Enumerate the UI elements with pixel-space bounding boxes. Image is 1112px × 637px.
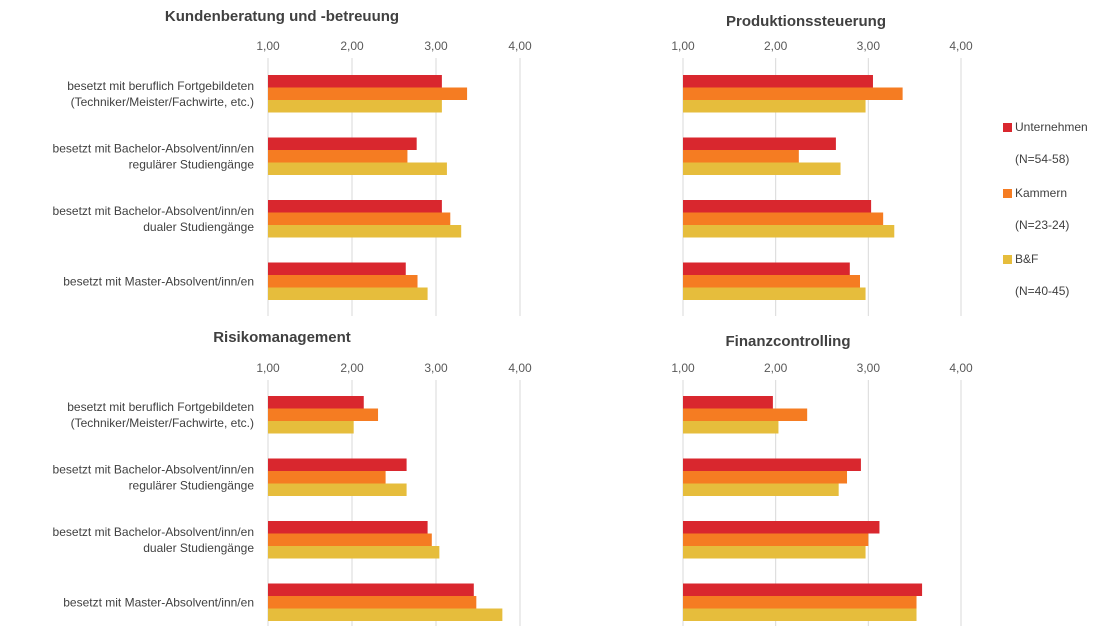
bar-kammern bbox=[268, 87, 468, 100]
legend-swatch bbox=[1003, 255, 1012, 264]
bar-unternehmen bbox=[683, 200, 872, 213]
bar-unternehmen bbox=[683, 262, 850, 275]
category-label: besetzt mit beruflich Fortgebildeten bbox=[67, 79, 254, 93]
bar-kammern bbox=[268, 150, 408, 163]
bar-kammern bbox=[268, 212, 451, 225]
bar-kammern bbox=[268, 533, 432, 546]
x-tick-label: 3,00 bbox=[857, 361, 881, 375]
category-label: besetzt mit beruflich Fortgebildeten bbox=[67, 400, 254, 414]
category-label: besetzt mit Bachelor-Absolvent/inn/en bbox=[53, 462, 254, 476]
category-label: besetzt mit Bachelor-Absolvent/inn/en bbox=[53, 141, 254, 155]
bar-unternehmen bbox=[268, 137, 417, 150]
bar-kammern bbox=[683, 212, 884, 225]
x-tick-label: 2,00 bbox=[764, 39, 788, 53]
bar-unternehmen bbox=[268, 583, 474, 596]
bar-bf bbox=[683, 608, 917, 621]
category-label: besetzt mit Bachelor-Absolvent/inn/en bbox=[53, 525, 254, 539]
bar-unternehmen bbox=[683, 137, 836, 150]
bar-bf bbox=[268, 100, 442, 113]
bar-unternehmen bbox=[683, 458, 861, 471]
bar-unternehmen bbox=[683, 396, 773, 409]
chart-title: Produktionssteuerung bbox=[726, 13, 886, 30]
x-tick-label: 4,00 bbox=[949, 39, 973, 53]
x-tick-label: 4,00 bbox=[508, 39, 532, 53]
legend-swatch bbox=[1003, 189, 1012, 198]
category-label: (Techniker/Meister/Fachwirte, etc.) bbox=[71, 416, 254, 430]
bar-unternehmen bbox=[268, 262, 406, 275]
x-tick-label: 1,00 bbox=[671, 361, 695, 375]
category-label: besetzt mit Bachelor-Absolvent/inn/en bbox=[53, 204, 254, 218]
bar-bf bbox=[683, 546, 866, 559]
legend-n-label: (N=23-24) bbox=[1015, 218, 1069, 232]
bar-kammern bbox=[683, 408, 808, 421]
legend-swatch bbox=[1003, 123, 1012, 132]
bar-unternehmen bbox=[268, 521, 428, 534]
chart-panel-3: Risikomanagement 1,00 2,00 3,00 4,00 besetzt … bbox=[53, 329, 532, 626]
bar-unternehmen bbox=[683, 583, 923, 596]
bar-bf bbox=[683, 162, 841, 175]
category-label: regulärer Studiengänge bbox=[129, 157, 255, 171]
bar-bf bbox=[268, 162, 447, 175]
bar-kammern bbox=[268, 275, 418, 288]
category-label: besetzt mit Master-Absolvent/inn/en bbox=[63, 595, 254, 609]
bar-kammern bbox=[683, 87, 903, 100]
bar-bf bbox=[683, 225, 895, 238]
bar-bf bbox=[268, 421, 354, 434]
bar-unternehmen bbox=[268, 458, 407, 471]
bar-unternehmen bbox=[268, 200, 442, 213]
bar-kammern bbox=[683, 150, 799, 163]
chart-panel-4: Finanzcontrolling 1,00 2,00 3,00 4,00 bbox=[671, 333, 973, 626]
x-tick-label: 2,00 bbox=[764, 361, 788, 375]
legend-label: B&F bbox=[1015, 252, 1038, 266]
chart-title: Finanzcontrolling bbox=[726, 333, 851, 350]
legend-n-label: (N=54-58) bbox=[1015, 152, 1069, 166]
bar-bf bbox=[683, 483, 839, 496]
chart-panel-1: Kundenberatung und -betreuung 1,00 2,00 3,0… bbox=[53, 8, 532, 316]
bar-bf bbox=[683, 100, 866, 113]
category-label: besetzt mit Master-Absolvent/inn/en bbox=[63, 274, 254, 288]
category-label: regulärer Studiengänge bbox=[129, 478, 255, 492]
bar-bf bbox=[268, 546, 440, 559]
x-tick-label: 2,00 bbox=[340, 39, 364, 53]
chart-panel-2: Produktionssteuerung 1,00 2,00 3,00 4,00 bbox=[671, 13, 973, 316]
bar-bf bbox=[268, 225, 462, 238]
bar-unternehmen bbox=[683, 75, 873, 88]
bar-kammern bbox=[268, 471, 386, 484]
category-label: (Techniker/Meister/Fachwirte, etc.) bbox=[71, 95, 254, 109]
bar-bf bbox=[268, 483, 407, 496]
bar-kammern bbox=[268, 596, 477, 609]
bar-unternehmen bbox=[268, 396, 364, 409]
legend-label: Kammern bbox=[1015, 186, 1067, 200]
x-tick-label: 1,00 bbox=[256, 39, 280, 53]
bar-kammern bbox=[683, 596, 917, 609]
chart-title: Kundenberatung und -betreuung bbox=[165, 8, 399, 25]
category-label: dualer Studiengänge bbox=[143, 220, 254, 234]
x-tick-label: 1,00 bbox=[256, 361, 280, 375]
bar-bf bbox=[268, 608, 503, 621]
bar-bf bbox=[683, 287, 866, 300]
bar-kammern bbox=[683, 471, 848, 484]
x-tick-label: 1,00 bbox=[671, 39, 695, 53]
bar-unternehmen bbox=[268, 75, 442, 88]
x-tick-label: 3,00 bbox=[424, 39, 448, 53]
legend: Unternehmen (N=54-58) Kammern (N=23-24) B&F (… bbox=[1003, 120, 1088, 298]
legend-label: Unternehmen bbox=[1015, 120, 1088, 134]
bar-kammern bbox=[683, 533, 869, 546]
x-tick-label: 4,00 bbox=[508, 361, 532, 375]
legend-n-label: (N=40-45) bbox=[1015, 284, 1069, 298]
x-tick-label: 4,00 bbox=[949, 361, 973, 375]
x-tick-label: 3,00 bbox=[424, 361, 448, 375]
x-tick-label: 3,00 bbox=[857, 39, 881, 53]
category-label: dualer Studiengänge bbox=[143, 541, 254, 555]
bar-kammern bbox=[683, 275, 860, 288]
bar-bf bbox=[268, 287, 428, 300]
bar-kammern bbox=[268, 408, 379, 421]
x-tick-label: 2,00 bbox=[340, 361, 364, 375]
bar-unternehmen bbox=[683, 521, 880, 534]
chart-title: Risikomanagement bbox=[213, 329, 351, 346]
bar-bf bbox=[683, 421, 779, 434]
